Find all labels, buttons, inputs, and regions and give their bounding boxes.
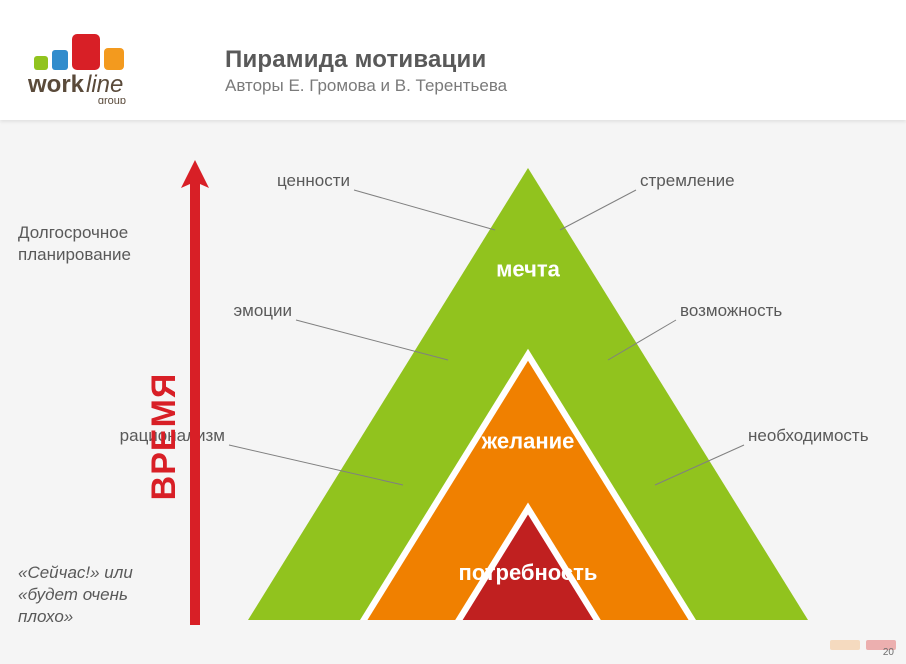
time-top-caption: планирование (18, 245, 131, 264)
pyramid-layer-label: желание (481, 429, 575, 454)
slide-header: work line group Пирамида мотивации Автор… (0, 0, 906, 120)
time-bottom-caption: «Сейчас!» или (18, 563, 133, 582)
callout-line (560, 190, 636, 230)
page-number: 20 (883, 647, 894, 658)
svg-text:work: work (28, 71, 85, 98)
logo-svg: work line group (28, 34, 158, 104)
diagram-stage: мечта желание потребность ценности стремлени… (0, 120, 906, 664)
time-bottom-caption: «будет очень (18, 585, 128, 604)
decoration (830, 640, 860, 650)
slide-title: Пирамида мотивации (225, 46, 507, 74)
callout-line (354, 190, 495, 230)
time-axis-label: ВРЕМЯ (145, 373, 183, 501)
callout-label: эмоции (233, 301, 292, 320)
callout-label: необходимость (748, 426, 869, 445)
time-top-caption: Долгосрочное (18, 223, 128, 242)
time-arrow (181, 160, 209, 625)
workline-logo: work line group (28, 34, 158, 109)
pyramid-layer-label: потребность (459, 560, 598, 585)
pyramid-layer-label: мечта (496, 256, 561, 281)
svg-text:group: group (98, 95, 126, 104)
svg-text:line: line (86, 71, 123, 98)
pyramid-diagram: мечта желание потребность ценности стремлени… (0, 120, 906, 664)
time-bottom-caption: плохо» (18, 607, 73, 626)
title-block: Пирамида мотивации Авторы Е. Громова и В… (225, 46, 507, 96)
slide-subtitle: Авторы Е. Громова и В. Терентьева (225, 76, 507, 96)
callout-label: стремление (640, 171, 735, 190)
callout-label: ценности (277, 171, 350, 190)
callout-label: возможность (680, 301, 782, 320)
